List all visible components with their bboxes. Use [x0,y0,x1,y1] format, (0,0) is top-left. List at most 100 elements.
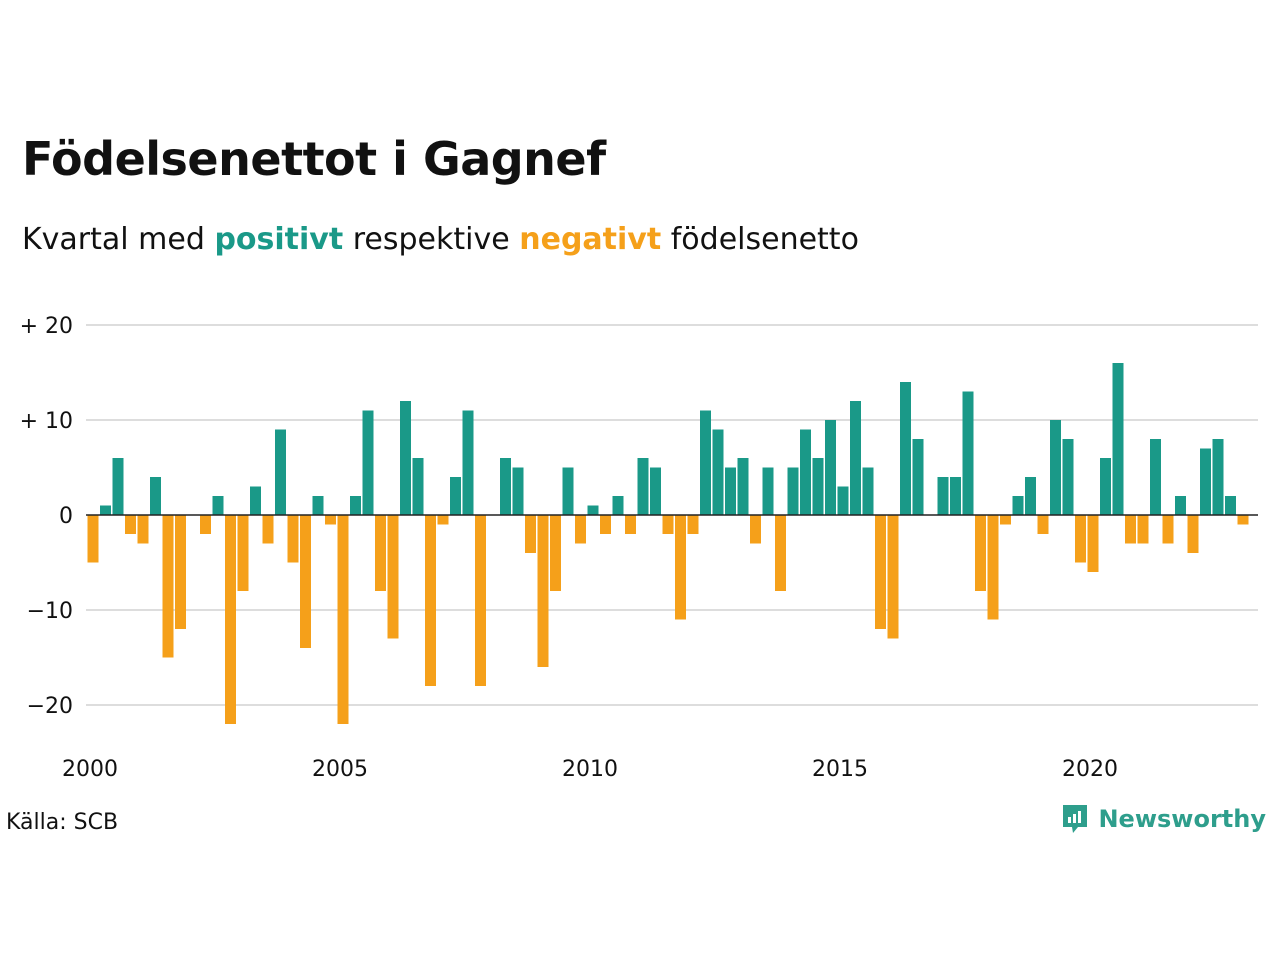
bar [212,496,224,515]
x-tick-label: 2020 [1062,757,1118,782]
bar [862,467,874,515]
bar [775,515,786,591]
bar [875,515,886,629]
bar [1150,439,1161,515]
bar [912,439,924,515]
bar [675,515,686,620]
bar [387,515,399,639]
bar [450,477,461,515]
x-tick-label: 2015 [812,757,868,782]
bar [175,515,186,629]
gridlines [86,324,1258,706]
bar [437,515,449,525]
bar [1225,496,1236,515]
y-axis-labels: + 20 + 10 0 −10 −20 [20,314,73,719]
bar [325,515,336,525]
bar [550,515,561,591]
bar [812,458,824,515]
bar [1212,439,1224,515]
subtitle-middle: respektive [352,222,510,257]
x-tick-label: 2000 [62,757,118,782]
bar [425,515,436,686]
bar [1075,515,1086,563]
bar [850,401,861,515]
bar [1100,458,1111,515]
bar [162,515,174,658]
bar [500,458,511,515]
bar [987,515,999,620]
bar [362,410,374,515]
bar [900,382,911,515]
bar [1087,515,1099,572]
bar [1187,515,1199,553]
bar [612,496,624,515]
x-axis-labels: 2000 2005 2010 2015 2020 [62,757,1118,782]
bar [787,467,799,515]
bar [562,467,574,515]
subtitle-suffix: födelsenetto [670,222,859,257]
bar [300,515,311,648]
bar [1137,515,1149,544]
bar [87,515,99,563]
bar [1037,515,1049,534]
bar [1237,515,1249,525]
y-tick-label: + 20 [20,314,73,339]
bar [100,505,111,515]
chart-subtitle: Kvartal med positivt respektive negativt… [22,222,859,257]
bar [825,420,836,515]
bar [662,515,674,534]
bar [1025,477,1036,515]
bar [1175,496,1186,515]
y-tick-label: −10 [27,599,73,624]
subtitle-prefix: Kvartal med [22,222,205,257]
bar [275,429,286,515]
bar [625,515,636,534]
bar [400,401,411,515]
bar [125,515,136,534]
bar [225,515,236,724]
bar-chart: + 20 + 10 0 −10 −20 2000 2005 2010 2015 2020 [20,314,1258,782]
bar [375,515,386,591]
bar [587,505,599,515]
bar [975,515,986,591]
bar [950,477,961,515]
bar [800,429,811,515]
bar [200,515,211,534]
bar [412,458,424,515]
bar [887,515,899,639]
brand-logo: Newsworthy [1060,802,1266,836]
chart-title: Födelsenettot i Gagnef [22,132,606,186]
y-tick-label: + 10 [20,409,73,434]
bar [712,429,724,515]
bar [1162,515,1174,544]
subtitle-negative-word: negativt [519,222,662,257]
bar [1062,439,1074,515]
source-note: Källa: SCB [6,810,119,835]
bar [1200,448,1211,515]
bar [287,515,299,563]
x-tick-label: 2005 [312,757,368,782]
subtitle-positive-word: positivt [214,222,344,257]
bar [337,515,349,724]
y-tick-label: 0 [59,504,73,529]
bar [137,515,149,544]
bar [525,515,536,553]
bar [512,467,524,515]
bar [112,458,124,515]
bar [700,410,711,515]
bar [250,486,261,515]
bar [1125,515,1136,544]
bar [962,391,974,515]
bar [600,515,611,534]
y-tick-label: −20 [27,694,73,719]
bar [475,515,486,686]
bar [762,467,774,515]
bar [1012,496,1024,515]
bar [462,410,474,515]
bar [537,515,549,667]
brand-name: Newsworthy [1098,805,1266,833]
bar [262,515,274,544]
bars [87,363,1249,724]
bar [350,496,361,515]
bar [725,467,736,515]
